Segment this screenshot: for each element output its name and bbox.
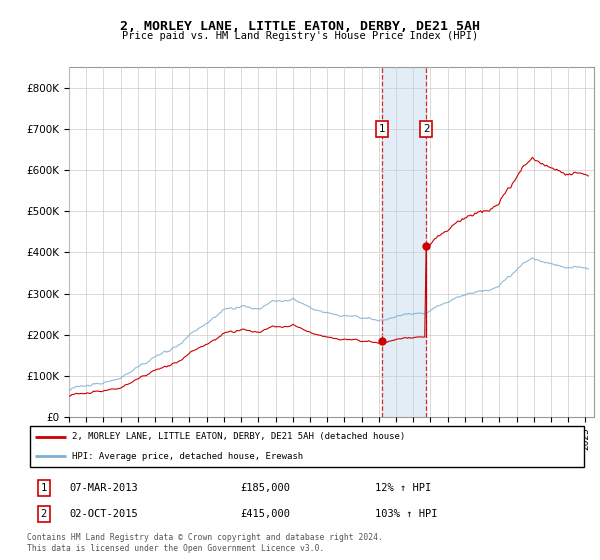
- Text: Price paid vs. HM Land Registry's House Price Index (HPI): Price paid vs. HM Land Registry's House …: [122, 31, 478, 41]
- Text: HPI: Average price, detached house, Erewash: HPI: Average price, detached house, Erew…: [72, 452, 303, 461]
- Text: 2, MORLEY LANE, LITTLE EATON, DERBY, DE21 5AH: 2, MORLEY LANE, LITTLE EATON, DERBY, DE2…: [120, 20, 480, 32]
- Text: 2, MORLEY LANE, LITTLE EATON, DERBY, DE21 5AH (detached house): 2, MORLEY LANE, LITTLE EATON, DERBY, DE2…: [72, 432, 405, 441]
- Text: 1: 1: [379, 124, 385, 134]
- Text: 1: 1: [41, 483, 47, 493]
- Text: £415,000: £415,000: [240, 509, 290, 519]
- Text: 12% ↑ HPI: 12% ↑ HPI: [375, 483, 431, 493]
- Text: 103% ↑ HPI: 103% ↑ HPI: [375, 509, 437, 519]
- Bar: [382, 67, 426, 417]
- Text: 2: 2: [41, 509, 47, 519]
- Text: 07-MAR-2013: 07-MAR-2013: [69, 483, 138, 493]
- FancyBboxPatch shape: [30, 427, 584, 467]
- Text: £185,000: £185,000: [240, 483, 290, 493]
- Text: 02-OCT-2015: 02-OCT-2015: [69, 509, 138, 519]
- Text: 2: 2: [423, 124, 430, 134]
- Text: Contains HM Land Registry data © Crown copyright and database right 2024.
This d: Contains HM Land Registry data © Crown c…: [27, 533, 383, 553]
